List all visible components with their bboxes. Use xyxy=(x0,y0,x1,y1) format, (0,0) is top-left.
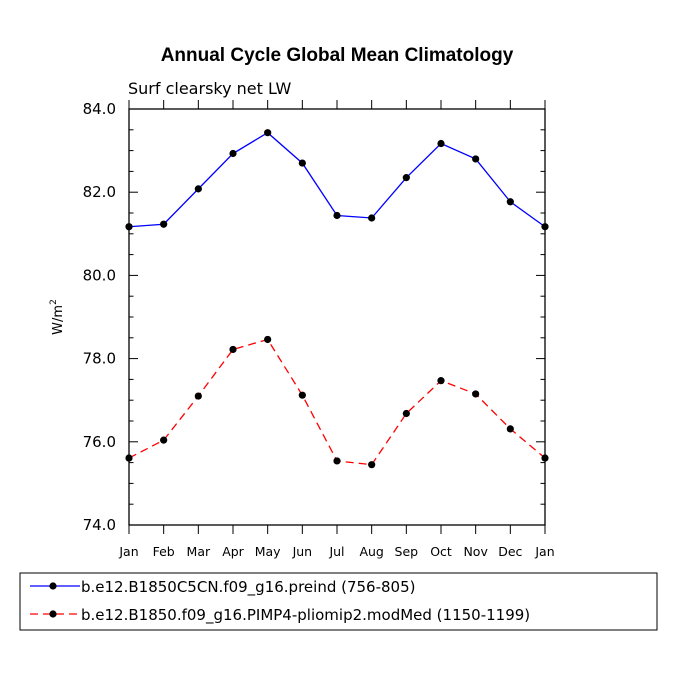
series-1-point xyxy=(437,139,445,148)
y-tick-labels: 74.0 76.0 78.0 80.0 82.0 84.0 xyxy=(83,100,116,534)
series-2-point xyxy=(472,390,480,398)
x-tick-label: Apr xyxy=(222,544,244,559)
x-tick-label: Dec xyxy=(498,544,522,559)
series-1-point xyxy=(125,223,133,231)
y-tick-label: 80.0 xyxy=(83,266,116,284)
legend-box xyxy=(19,572,658,631)
series-2-point xyxy=(264,335,272,344)
chart-title: Annual Cycle Global Mean Climatology xyxy=(161,45,514,66)
series-layer xyxy=(125,129,549,469)
series-2-point xyxy=(229,345,237,354)
svg-text:W/m2: W/m2 xyxy=(49,299,66,335)
x-tick-label: Sep xyxy=(395,544,419,559)
series-1-point xyxy=(264,129,272,137)
series-line-2 xyxy=(128,338,546,466)
series-1-point xyxy=(160,220,168,228)
x-tick-label: Aug xyxy=(359,544,383,559)
series-2-point xyxy=(437,377,445,385)
series-1-point xyxy=(194,185,202,193)
series-1-point xyxy=(333,211,341,220)
y-tick-label: 82.0 xyxy=(83,183,116,201)
x-tick-label: Feb xyxy=(153,544,175,559)
y-tick-label: 76.0 xyxy=(83,433,116,451)
series-2-point xyxy=(333,457,341,465)
x-tick-label: Oct xyxy=(430,544,452,559)
y-tick-label: 84.0 xyxy=(83,100,116,118)
legend-label-series-1: b.e12.B1850C5CN.f09_g16.preind (756-805) xyxy=(81,578,416,597)
chart-subtitle: Surf clearsky net LW xyxy=(128,79,291,98)
series-1-point xyxy=(368,214,376,222)
series-2-point xyxy=(125,454,133,462)
legend-marker-series-2 xyxy=(49,610,57,618)
legend-label-series-2: b.e12.B1850.f09_g16.PIMP4-pliomip2.modMe… xyxy=(81,606,530,625)
y-tick-label: 74.0 xyxy=(83,516,116,534)
series-2-point xyxy=(194,392,202,400)
series-1-point xyxy=(298,159,306,167)
y-tick-label: 78.0 xyxy=(83,350,116,368)
legend-marker-series-1 xyxy=(49,582,57,590)
series-2-point xyxy=(402,409,410,418)
series-2-point xyxy=(368,461,376,469)
x-tick-label: Jan xyxy=(118,544,138,559)
y-axis-label-superscript: 2 xyxy=(49,299,59,305)
series-2-point xyxy=(541,454,549,462)
series-2-point xyxy=(506,425,514,433)
legend: b.e12.B1850C5CN.f09_g16.preind (756-805)… xyxy=(19,572,658,631)
y-axis-label: W/m2 xyxy=(49,299,66,335)
series-1-point xyxy=(541,223,549,231)
x-tick-label: Jan xyxy=(534,544,554,559)
x-tick-label: Jul xyxy=(328,544,344,559)
series-1-point xyxy=(229,149,237,158)
x-tick-label: Mar xyxy=(187,544,211,559)
y-axis-label-base: W/m xyxy=(51,305,66,335)
series-2-point xyxy=(160,436,168,444)
series-1-point xyxy=(472,155,480,163)
x-tick-labels: Jan Feb Mar Apr May Jun Jul Aug Sep Oct Nov Dec Jan xyxy=(118,544,554,559)
series-2-point xyxy=(298,391,306,399)
series-1-point xyxy=(402,174,410,182)
x-tick-label: Nov xyxy=(463,544,488,559)
x-tick-label: Jun xyxy=(292,544,313,559)
x-tick-label: May xyxy=(255,544,281,559)
series-1-point xyxy=(506,198,514,206)
axis-ticks xyxy=(128,100,546,534)
